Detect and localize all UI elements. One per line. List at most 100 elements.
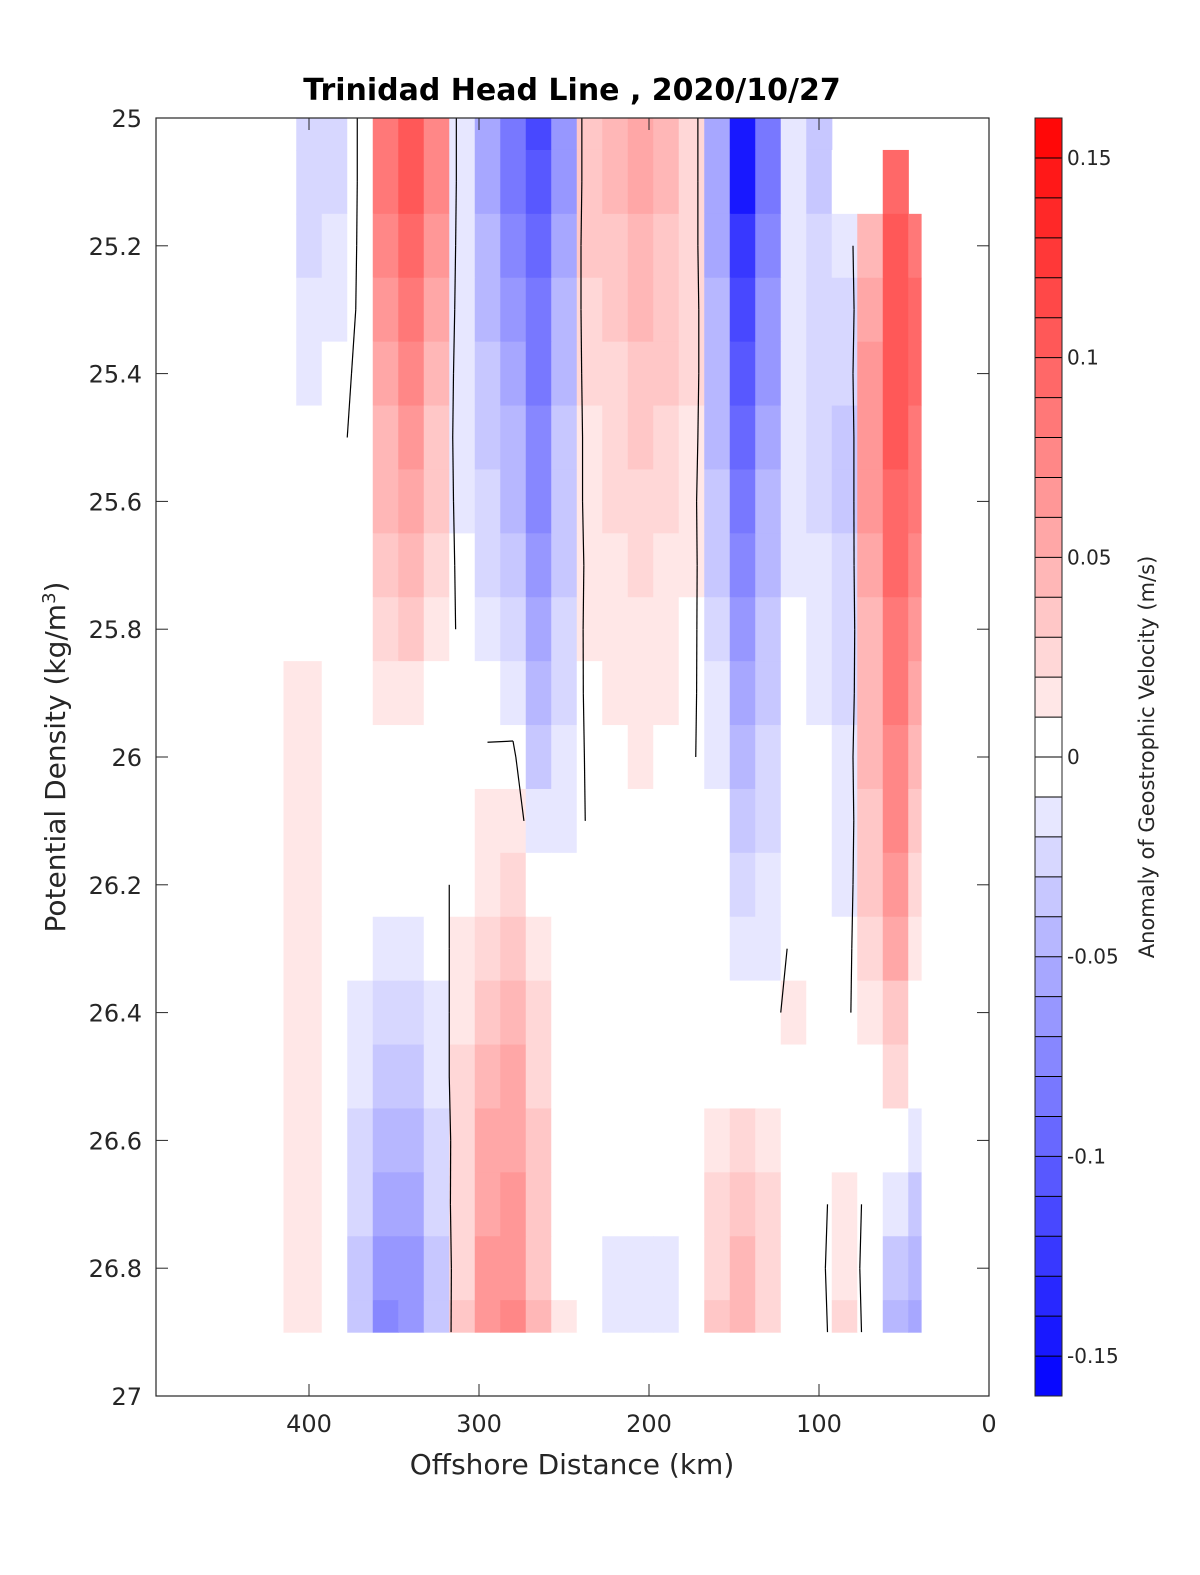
- heatmap-cell: [372, 405, 399, 471]
- heatmap-cell: [602, 852, 629, 918]
- heatmap-cell: [882, 1044, 909, 1110]
- heatmap-cell: [908, 213, 922, 279]
- colorbar-step: [1035, 197, 1062, 239]
- heatmap-cell: [398, 1172, 425, 1237]
- heatmap-cell: [398, 1236, 425, 1301]
- heatmap-cell: [678, 980, 705, 1046]
- heatmap-cell: [602, 213, 629, 279]
- heatmap-cell: [908, 852, 922, 918]
- colorbar-step: [1035, 118, 1062, 159]
- heatmap-cell: [576, 469, 603, 534]
- heatmap-cell: [908, 788, 922, 854]
- zero-contours: [346, 118, 863, 1333]
- heatmap-cell: [704, 661, 731, 726]
- colorbar-step: [1035, 796, 1062, 838]
- heatmap-cell: [627, 118, 654, 151]
- heatmap-cell: [449, 1236, 476, 1301]
- heatmap-cell: [283, 725, 297, 790]
- heatmap-cell: [551, 213, 578, 279]
- heatmap-cell: [653, 213, 680, 279]
- heatmap-cell: [831, 1300, 858, 1333]
- heatmap-cell: [372, 788, 399, 854]
- heatmap-cell: [449, 277, 476, 343]
- y-axis-label-close: ): [39, 582, 72, 593]
- heatmap-cell: [908, 405, 922, 471]
- heatmap-cell: [398, 916, 425, 982]
- heatmap-cell: [729, 1108, 756, 1173]
- heatmap-cell: [627, 533, 654, 598]
- heatmap-cell: [500, 1108, 527, 1173]
- x-tick-label: 0: [981, 1410, 996, 1438]
- colorbar-step: [1035, 1276, 1062, 1317]
- heatmap-cell: [398, 1300, 425, 1333]
- heatmap-cell: [831, 597, 858, 662]
- heatmap-cell: [372, 1044, 399, 1110]
- heatmap-cell: [627, 405, 654, 471]
- heatmap-cell: [678, 916, 705, 982]
- heatmap-cell: [755, 341, 782, 407]
- heatmap-cell: [678, 213, 705, 279]
- heatmap-cell: [602, 341, 629, 407]
- heatmap-cell: [653, 405, 680, 471]
- heatmap-cell: [602, 1108, 629, 1173]
- heatmap-cell: [449, 118, 476, 151]
- heatmap-cell: [398, 788, 425, 854]
- heatmap-cell: [347, 149, 374, 215]
- heatmap-cell: [704, 852, 731, 918]
- heatmap-cell: [474, 341, 501, 407]
- heatmap-cell: [602, 725, 629, 790]
- colorbar-step: [1035, 357, 1062, 399]
- heatmap-cell: [806, 1236, 833, 1301]
- heatmap-cell: [398, 980, 425, 1046]
- heatmap-cell: [908, 469, 922, 534]
- zero-contour-segment: [356, 181, 358, 246]
- heatmap-cell: [500, 149, 527, 215]
- colorbar-step: [1035, 477, 1062, 518]
- heatmap-cell: [449, 149, 476, 215]
- heatmap-cell: [602, 118, 629, 151]
- heatmap-cell: [525, 1044, 552, 1110]
- heatmap-cell: [602, 149, 629, 215]
- heatmap-cell: [627, 213, 654, 279]
- heatmap-cell: [525, 597, 552, 662]
- colorbar-frame: [1034, 117, 1063, 1397]
- heatmap-cell: [525, 788, 552, 854]
- heatmap-cell: [372, 118, 399, 151]
- heatmap-cell: [347, 980, 374, 1046]
- colorbar-step: [1035, 1236, 1062, 1277]
- heatmap-cell: [908, 341, 922, 407]
- heatmap-cell: [780, 788, 807, 854]
- heatmap-cell: [755, 1044, 782, 1110]
- heatmap-cell: [780, 405, 807, 471]
- y-tick-label: 26.6: [89, 1127, 142, 1155]
- heatmap-cell: [347, 1108, 374, 1173]
- heatmap-cell: [882, 341, 909, 407]
- zero-contour-segment: [695, 693, 698, 758]
- heatmap-cell: [283, 1300, 297, 1333]
- heatmap-cell: [283, 661, 297, 726]
- heatmap-cell: [831, 1236, 858, 1301]
- heatmap-cell: [296, 1300, 323, 1333]
- heatmap-cell: [831, 149, 858, 215]
- heatmap-cell: [500, 1172, 527, 1237]
- heatmap-cell: [627, 980, 654, 1046]
- heatmap-cell: [372, 725, 399, 790]
- colorbar-step: [1035, 677, 1062, 718]
- heatmap-cell: [372, 1300, 399, 1333]
- zero-contour-segment: [487, 740, 514, 743]
- colorbar-tick-label: 0: [1067, 745, 1080, 769]
- heatmap-cell: [576, 1300, 603, 1333]
- heatmap-cell: [780, 469, 807, 534]
- heatmap-cell: [908, 597, 922, 662]
- heatmap-cell: [500, 341, 527, 407]
- heatmap-cell: [449, 980, 476, 1046]
- zero-contour-segment: [581, 501, 585, 566]
- heatmap-cell: [576, 597, 603, 662]
- zero-contour-segment: [582, 693, 585, 758]
- colorbar-step: [1035, 916, 1062, 958]
- heatmap-cell: [602, 1044, 629, 1110]
- zero-contour-segment: [697, 245, 700, 310]
- heatmap-cell: [882, 661, 909, 726]
- heatmap-cell: [500, 661, 527, 726]
